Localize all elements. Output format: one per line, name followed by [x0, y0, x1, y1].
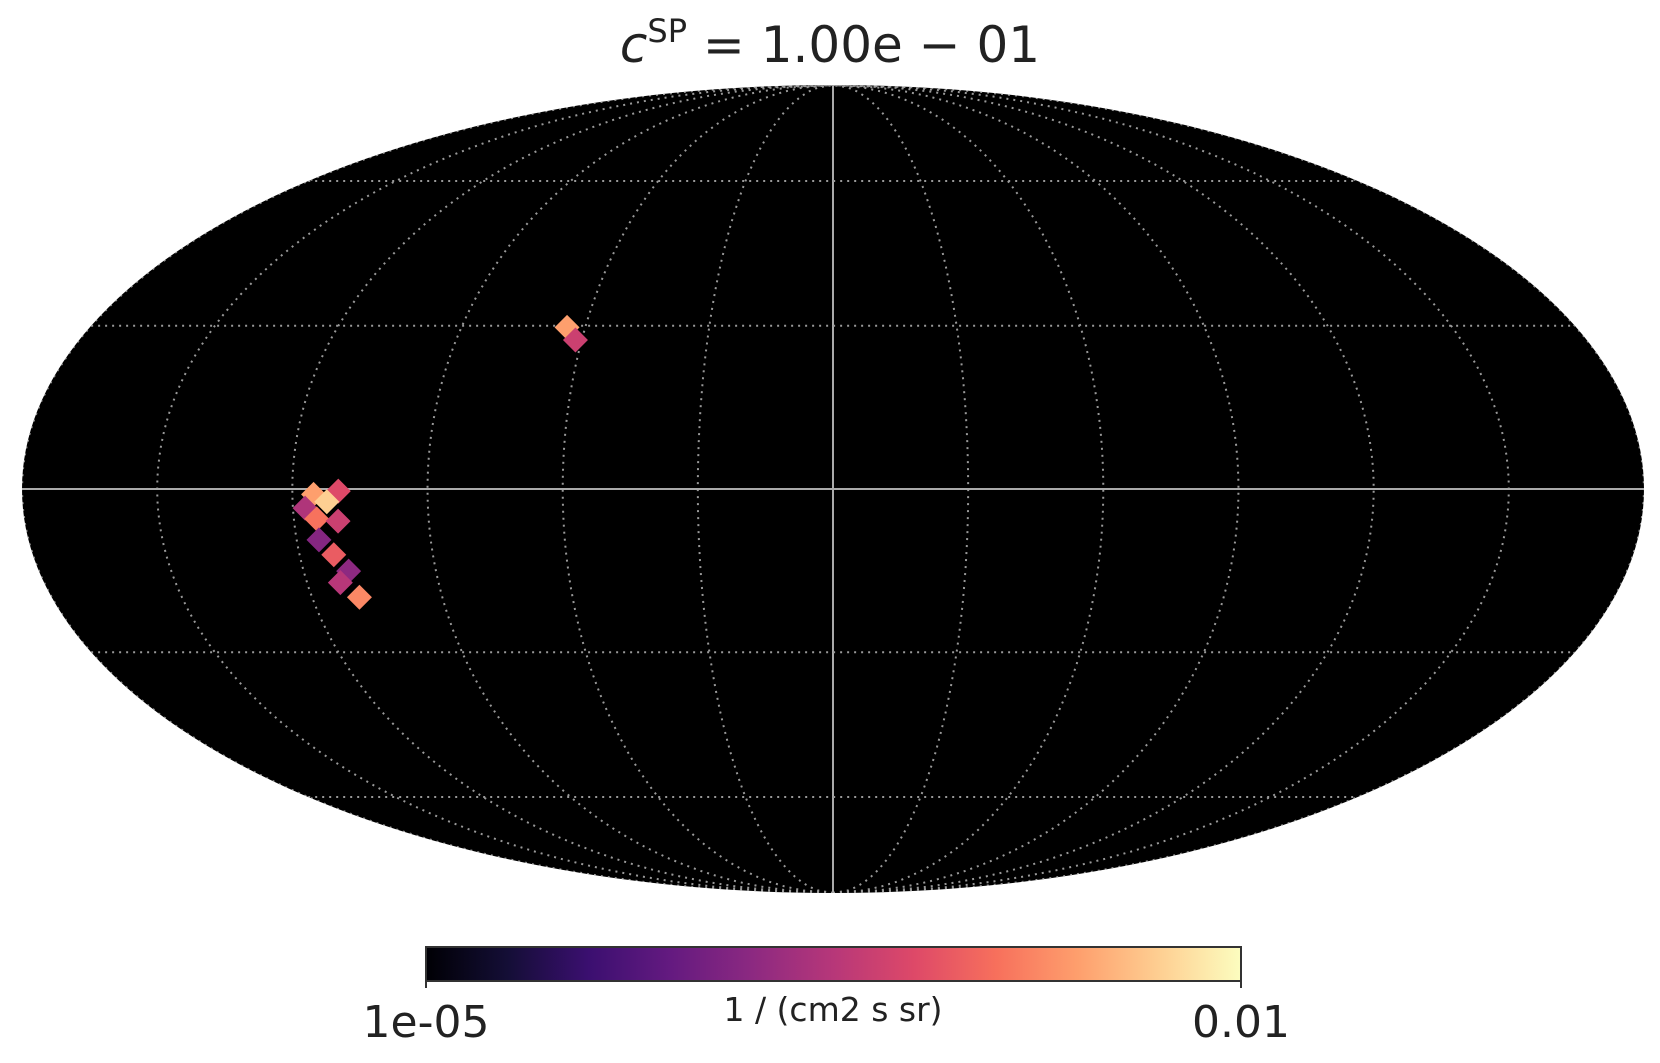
sky-pixel — [321, 542, 347, 568]
sky-pixel — [306, 527, 332, 553]
sky-pixel — [325, 508, 351, 534]
colorbar-label: 1 / (cm2 s sr) — [723, 990, 942, 1029]
colorbar — [425, 946, 1242, 982]
title-rest: = 1.00e − 01 — [687, 16, 1040, 74]
colorbar-tick-label: 0.01 — [1192, 997, 1290, 1048]
sky-pixel — [314, 489, 340, 515]
sky-pixel — [562, 327, 588, 353]
title-superscript: SP — [647, 12, 687, 50]
sky-pixel — [346, 584, 372, 610]
sky-pixel — [327, 570, 353, 596]
sky-pixel — [304, 506, 330, 532]
colorbar-tick-label: 1e-05 — [363, 997, 490, 1048]
meridian — [696, 85, 834, 893]
graticule — [22, 85, 1644, 893]
meridian — [832, 85, 970, 893]
pixels — [292, 314, 588, 610]
title-base: c — [620, 16, 648, 74]
chart-title: cSP = 1.00e − 01 — [620, 12, 1040, 74]
